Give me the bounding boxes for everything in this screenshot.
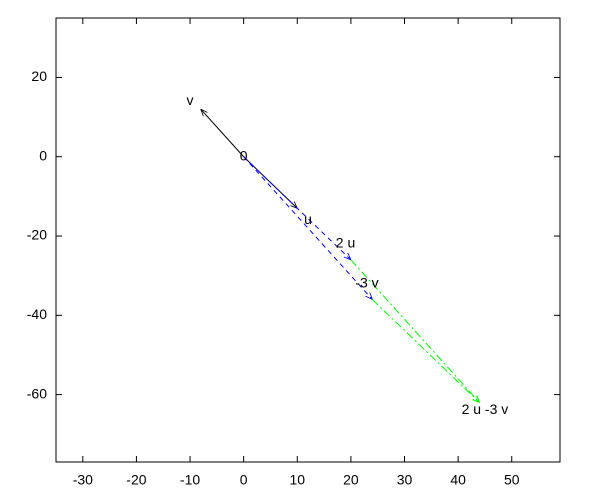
x-tick-label: 40 xyxy=(450,472,466,488)
y-tick-label: -20 xyxy=(27,227,47,243)
x-tick-label: 0 xyxy=(240,472,248,488)
y-tick-label: 0 xyxy=(39,147,47,163)
vector-label: v xyxy=(187,92,194,108)
vector xyxy=(371,299,479,402)
y-tick-label: 20 xyxy=(31,68,47,84)
vector xyxy=(243,156,373,300)
x-tick-label: 10 xyxy=(289,472,305,488)
x-tick-label: 50 xyxy=(504,472,520,488)
vector-label: u xyxy=(304,211,312,227)
vector xyxy=(350,259,480,403)
x-tick-label: 20 xyxy=(343,472,359,488)
plot-border xyxy=(55,17,561,463)
vector-label: 2 u xyxy=(336,235,355,251)
x-tick-label: -10 xyxy=(180,472,200,488)
x-tick-label: 30 xyxy=(397,472,413,488)
vector-label: 2 u -3 v xyxy=(462,401,509,417)
x-tick-label: -30 xyxy=(73,472,93,488)
y-tick-label: -40 xyxy=(27,306,47,322)
vector xyxy=(201,109,245,158)
vector xyxy=(243,156,351,260)
vector-label: -3 v xyxy=(355,274,378,290)
y-tick-label: -60 xyxy=(27,385,47,401)
x-tick-label: -20 xyxy=(126,472,146,488)
vector-label: 0 xyxy=(240,147,248,163)
